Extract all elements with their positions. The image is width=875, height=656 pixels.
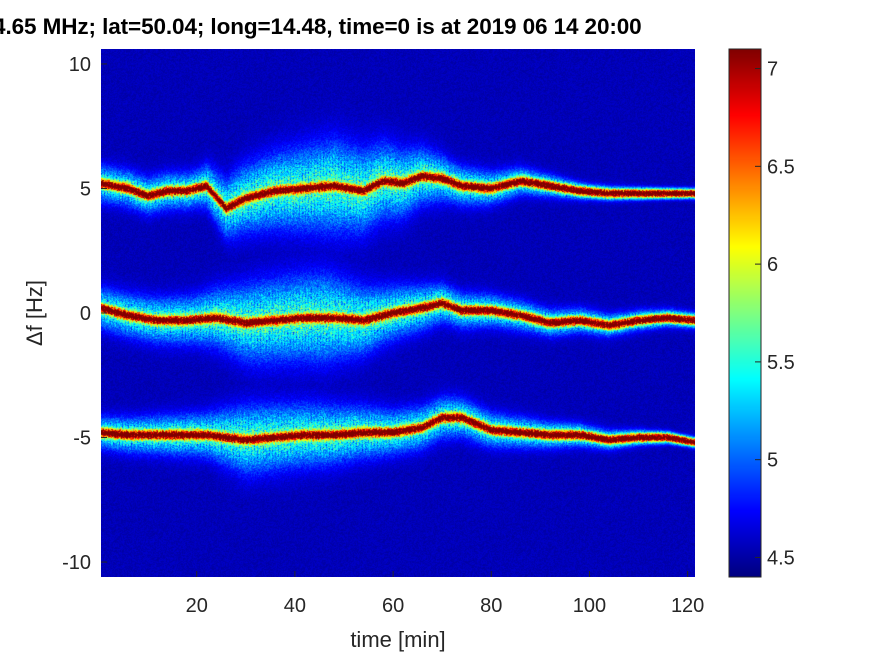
chart-title: =4.65 MHz; lat=50.04; long=14.48, time=0… [0,14,642,39]
heatmap-image [101,49,695,577]
x-tick-label: 40 [284,595,306,617]
colorbar-tick-label: 7 [767,59,778,81]
y-tick-label: 5 [80,178,91,200]
x-tick-label: 60 [382,595,404,617]
y-axis-label: Δf [Hz] [22,280,47,346]
colorbar-tick-label: 5.5 [767,352,795,374]
x-tick-label: 100 [573,595,606,617]
colorbar-tick-label: 4.5 [767,547,795,569]
x-tick-label: 80 [480,595,502,617]
x-tick-label: 120 [671,595,704,617]
x-axis-ticks: 20 40 60 80 100 120 [186,571,704,617]
y-tick-label: 0 [80,303,91,325]
y-tick-label: -10 [62,552,91,574]
x-tick-label: 20 [186,595,208,617]
colorbar-tick-label: 5 [767,450,778,472]
y-tick-label: 10 [69,54,91,76]
colorbar-tick-label: 6 [767,254,778,276]
colorbar-ticks: 7 6.5 6 5.5 5 4.5 [755,59,795,569]
x-axis-label: time [min] [350,627,445,652]
colorbar [729,49,761,577]
colorbar-tick-label: 6.5 [767,156,795,178]
y-axis-ticks: 10 5 0 -5 -10 [62,54,107,574]
y-tick-label: -5 [73,428,91,450]
colorbar-frame [728,48,762,578]
